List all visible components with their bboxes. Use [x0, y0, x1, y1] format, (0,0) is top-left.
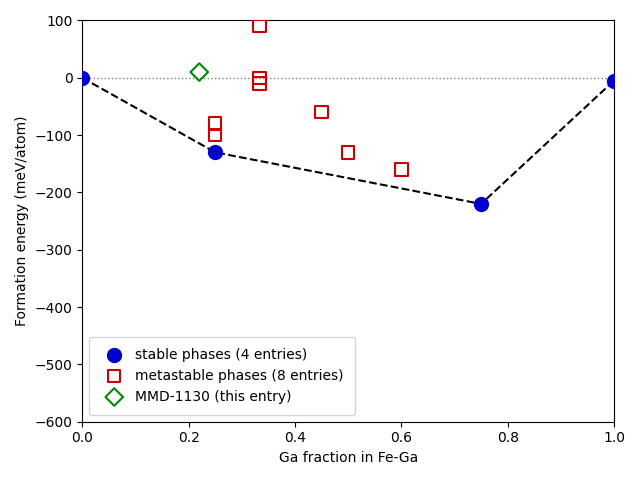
metastable phases (8 entries) [210, 120, 220, 128]
stable phases (4 entries) [609, 77, 619, 84]
metastable phases (8 entries) [316, 108, 326, 116]
stable phases (4 entries) [210, 148, 220, 156]
stable phases (4 entries) [77, 74, 88, 82]
metastable phases (8 entries) [254, 74, 264, 82]
stable phases (4 entries) [476, 200, 486, 208]
Legend: stable phases (4 entries), metastable phases (8 entries), MMD-1130 (this entry): stable phases (4 entries), metastable ph… [89, 336, 355, 415]
metastable phases (8 entries) [210, 132, 220, 139]
metastable phases (8 entries) [396, 166, 406, 173]
metastable phases (8 entries) [343, 148, 353, 156]
metastable phases (8 entries) [254, 80, 264, 87]
MMD-1130 (this entry) [194, 68, 204, 76]
X-axis label: Ga fraction in Fe-Ga: Ga fraction in Fe-Ga [278, 451, 418, 465]
Y-axis label: Formation energy (meV/atom): Formation energy (meV/atom) [15, 116, 29, 326]
metastable phases (8 entries) [254, 23, 264, 30]
